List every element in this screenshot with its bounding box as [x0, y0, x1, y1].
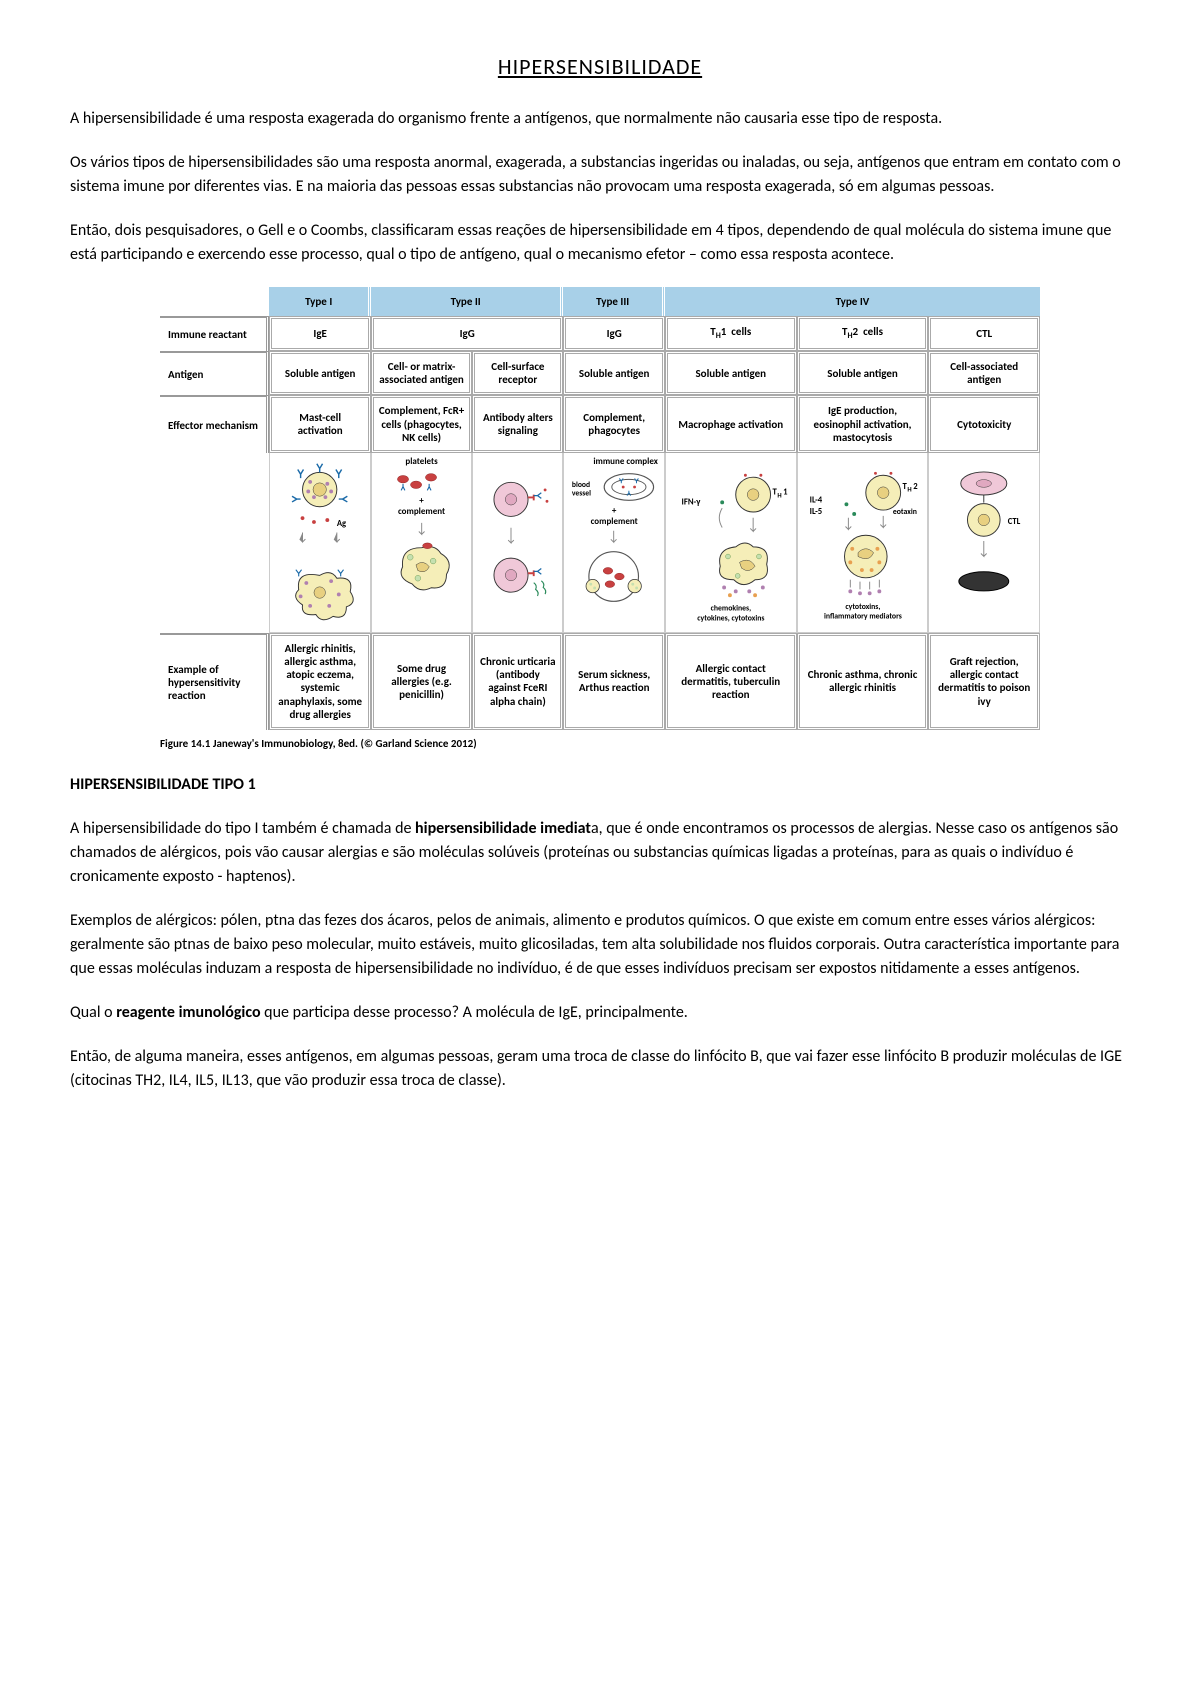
intro-paragraph-2: Os vários tipos de hipersensibilidades s…	[70, 151, 1130, 199]
cell-effector-t4a: Macrophage activation	[665, 395, 797, 453]
svg-text:IL-5: IL-5	[809, 507, 822, 517]
cell-example-t4b: Chronic asthma, chronic allergic rhiniti…	[797, 633, 929, 730]
diagram-type4b: TH2 IL-4 IL-5 eotaxin	[797, 453, 929, 633]
cell-immune-t3: IgG	[563, 316, 664, 351]
svg-text:IL-4: IL-4	[809, 495, 822, 505]
table-header-row: Type I Type II Type III Type IV	[160, 287, 1040, 316]
svg-text:Ag: Ag	[337, 519, 346, 529]
cell-antigen-t4c: Cell-associated antigen	[928, 351, 1040, 395]
row-label-antigen: Antigen	[160, 351, 269, 395]
table-row: Example of hypersensitivity reaction All…	[160, 633, 1040, 730]
svg-text:1: 1	[783, 487, 788, 497]
page-title: HIPERSENSIBILIDADE	[70, 50, 1130, 83]
cell-effector-t2a: Complement, FcR+ cells (phagocytes, NK c…	[371, 395, 472, 453]
svg-text:H: H	[777, 491, 781, 499]
figure-caption: Figure 14.1 Janeway's Immunobiology, 8ed…	[160, 736, 1040, 753]
header-type2: Type II	[371, 287, 564, 316]
svg-text:2: 2	[913, 482, 918, 492]
cell-antigen-t4b: Soluble antigen	[797, 351, 929, 395]
cell-example-t4a: Allergic contact dermatitis, tuberculin …	[665, 633, 797, 730]
svg-text:chemokines,: chemokines,	[711, 605, 751, 614]
cell-antigen-t1: Soluble antigen	[269, 351, 370, 395]
table-row: Effector mechanism Mast-cell activation …	[160, 395, 1040, 453]
cell-effector-t2b: Antibody alters signaling	[472, 395, 563, 453]
cell-antigen-t4a: Soluble antigen	[665, 351, 797, 395]
body-paragraph-4: A hipersensibilidade do tipo I também é …	[70, 817, 1130, 889]
table-row-diagram: Ag platelet	[160, 453, 1040, 633]
row-label-immune: Immune reactant	[160, 316, 269, 351]
cell-antigen-t2a: Cell- or matrix-associated antigen	[371, 351, 472, 395]
svg-text:cytokines, cytotoxins: cytokines, cytotoxins	[697, 614, 764, 623]
svg-text:CTL: CTL	[1008, 517, 1021, 527]
cell-example-t3: Serum sickness, Arthus reaction	[563, 633, 664, 730]
cell-immune-t1: IgE	[269, 316, 370, 351]
cell-example-t1: Allergic rhinitis, allergic asthma, atop…	[269, 633, 370, 730]
header-type4: Type IV	[665, 287, 1040, 316]
cell-antigen-t2b: Cell-surface receptor	[472, 351, 563, 395]
svg-text:IFN-γ: IFN-γ	[681, 497, 701, 507]
cell-effector-t3: Complement, phagocytes	[563, 395, 664, 453]
cell-antigen-t3: Soluble antigen	[563, 351, 664, 395]
table-row: Immune reactant IgE IgG IgG TH1 cells TH…	[160, 316, 1040, 351]
svg-text:cytotoxins,: cytotoxins,	[845, 603, 880, 612]
header-type1: Type I	[269, 287, 370, 316]
body-paragraph-7: Então, de alguma maneira, esses antígeno…	[70, 1045, 1130, 1093]
svg-text:eotaxin: eotaxin	[893, 508, 917, 517]
cell-immune-t4c: CTL	[928, 316, 1040, 351]
diagram-type4c: CTL	[928, 453, 1040, 633]
header-type3: Type III	[563, 287, 664, 316]
body-paragraph-5: Exemplos de alérgicos: pólen, ptna das f…	[70, 909, 1130, 981]
body-paragraph-6: Qual o reagente imunológico que particip…	[70, 1001, 1130, 1025]
cell-example-t2a: Some drug allergies (e.g. penicillin)	[371, 633, 472, 730]
cell-effector-t1: Mast-cell activation	[269, 395, 370, 453]
hypersensitivity-table: Type I Type II Type III Type IV Immune r…	[160, 287, 1040, 730]
cell-example-t2b: Chronic urticaria (antibody against FceR…	[472, 633, 563, 730]
svg-text:inflammatory mediators: inflammatory mediators	[824, 612, 902, 621]
cell-effector-t4c: Cytotoxicity	[928, 395, 1040, 453]
row-label-example: Example of hypersensitivity reaction	[160, 633, 269, 730]
table-row: Antigen Soluble antigen Cell- or matrix-…	[160, 351, 1040, 395]
intro-paragraph-1: A hipersensibilidade é uma resposta exag…	[70, 107, 1130, 131]
diagram-type3: immune complex blood vessel + complement	[563, 453, 664, 633]
svg-text:vessel: vessel	[572, 489, 591, 498]
intro-paragraph-3: Então, dois pesquisadores, o Gell e o Co…	[70, 219, 1130, 267]
diagram-type2b	[472, 453, 563, 633]
diagram-type1: Ag	[269, 453, 370, 633]
diagram-type2a: platelets + complement	[371, 453, 472, 633]
hypersensitivity-table-figure: Type I Type II Type III Type IV Immune r…	[160, 287, 1040, 753]
cell-immune-t2: IgG	[371, 316, 564, 351]
row-label-effector: Effector mechanism	[160, 395, 269, 453]
cell-immune-t4b: TH2 cells	[797, 316, 929, 351]
diagram-type4a: TH1 IFN-γ chemokines,	[665, 453, 797, 633]
cell-effector-t4b: IgE production, eosinophil activation, m…	[797, 395, 929, 453]
cell-example-t4c: Graft rejection, allergic contact dermat…	[928, 633, 1040, 730]
svg-text:H: H	[907, 486, 911, 494]
cell-immune-t4a: TH1 cells	[665, 316, 797, 351]
section-heading-tipo1: HIPERSENSIBILIDADE TIPO 1	[70, 773, 1130, 797]
